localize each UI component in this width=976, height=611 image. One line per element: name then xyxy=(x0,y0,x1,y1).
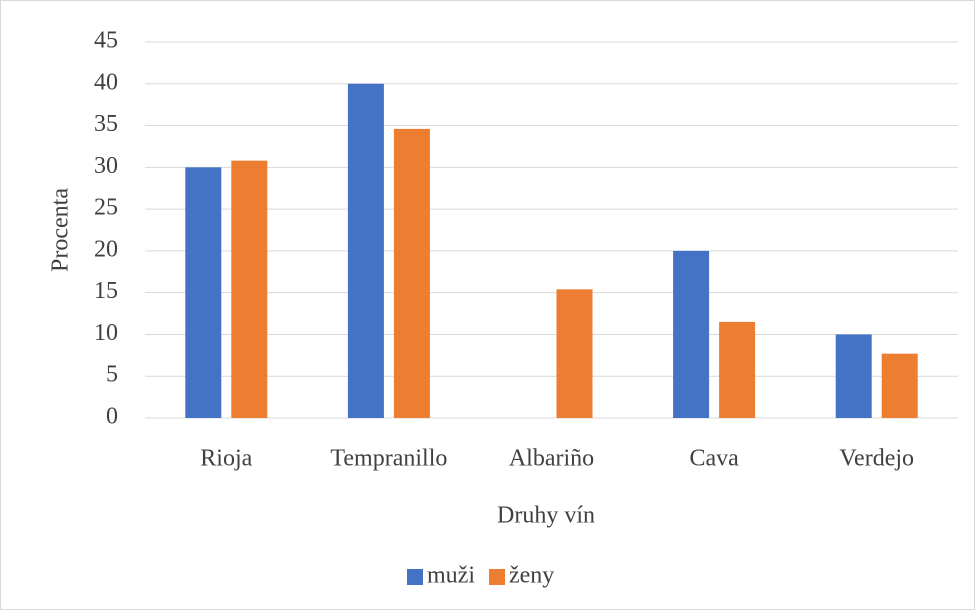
y-tick-label: 45 xyxy=(94,28,118,54)
x-axis-title: Druhy vín xyxy=(497,503,595,529)
x-tick-label: Verdejo xyxy=(839,446,914,472)
bar xyxy=(347,83,384,419)
y-axis-title: Procenta xyxy=(48,188,74,272)
legend-swatch xyxy=(407,569,423,585)
y-tick-label: 0 xyxy=(106,404,118,430)
bar xyxy=(673,250,710,418)
y-tick-label: 40 xyxy=(94,69,118,95)
x-tick-label: Rioja xyxy=(200,446,252,472)
y-tick-label: 30 xyxy=(94,153,118,179)
bar xyxy=(835,334,872,418)
x-tick-label: Cava xyxy=(689,446,739,472)
bar xyxy=(719,321,756,418)
bar xyxy=(393,128,430,419)
legend-label: ženy xyxy=(509,563,554,589)
y-tick-label: 15 xyxy=(94,278,118,304)
bar xyxy=(185,167,222,418)
x-tick-label: Tempranillo xyxy=(330,446,447,472)
y-tick-label: 35 xyxy=(94,111,118,137)
bar xyxy=(231,160,268,418)
legend-swatch xyxy=(489,569,505,585)
y-tick-label: 5 xyxy=(106,362,118,388)
y-tick-label: 20 xyxy=(94,236,118,262)
y-tick-label: 25 xyxy=(94,195,118,221)
y-tick-label: 10 xyxy=(94,320,118,346)
bar xyxy=(881,353,918,418)
x-tick-label: Albariño xyxy=(509,446,594,472)
bar xyxy=(556,289,593,418)
legend-label: muži xyxy=(427,563,475,589)
